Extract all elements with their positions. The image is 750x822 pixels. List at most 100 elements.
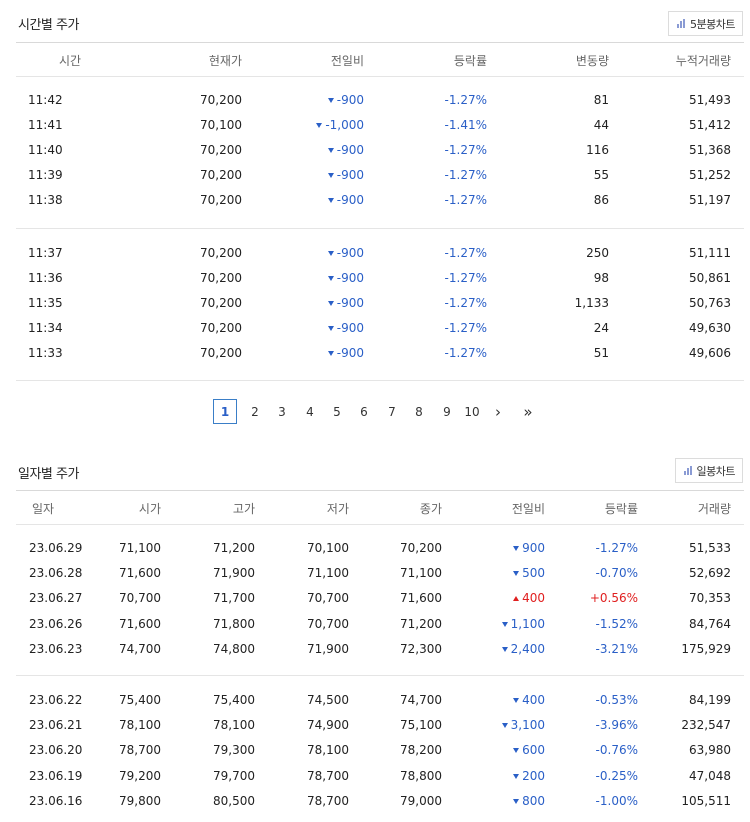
cell-rate: -0.70% — [595, 566, 638, 581]
cell-close: 74,700 — [400, 693, 442, 707]
divider — [16, 76, 744, 77]
cell-time: 11:33 — [28, 346, 63, 360]
five-min-chart-button[interactable]: 5분봉차트 — [668, 11, 743, 36]
cell-date: 23.06.16 — [29, 793, 83, 808]
change-value: 3,100 — [510, 718, 545, 733]
divider — [16, 380, 744, 381]
cell-change: 800 — [465, 794, 545, 808]
page-3-link[interactable]: 3 — [278, 404, 286, 419]
change-value: -900 — [336, 346, 364, 360]
change-value: -1,000 — [325, 118, 364, 132]
cell-date: 23.06.22 — [29, 693, 83, 707]
cell-volume: 51,533 — [689, 541, 731, 555]
next-page-icon[interactable]: › — [495, 402, 501, 421]
cell-rate: -1.00% — [595, 793, 638, 808]
change-value: 500 — [522, 566, 545, 581]
down-arrow-icon — [327, 301, 334, 306]
page-7-link[interactable]: 7 — [388, 404, 396, 419]
change-value: 1,100 — [510, 616, 545, 631]
change-value: -900 — [336, 246, 364, 260]
page-8-link[interactable]: 8 — [415, 404, 423, 419]
cell-open: 71,600 — [119, 616, 161, 631]
page-6-link[interactable]: 6 — [360, 404, 368, 419]
cell-volume: 52,692 — [689, 566, 731, 581]
cell-date: 23.06.29 — [29, 541, 83, 555]
cell-volume: 47,048 — [689, 768, 731, 783]
cell-volume: 51 — [593, 346, 609, 360]
change-value: -900 — [336, 193, 364, 207]
cell-price: 70,200 — [200, 271, 242, 285]
down-arrow-icon — [513, 546, 520, 551]
cell-rate: -1.27% — [444, 296, 487, 310]
cell-high: 75,400 — [213, 693, 255, 707]
cell-open: 70,700 — [119, 591, 161, 606]
cell-rate: +0.56% — [589, 591, 638, 606]
cell-time: 11:36 — [28, 271, 63, 285]
last-page-icon[interactable]: » — [523, 402, 533, 421]
cell-change: -900 — [264, 346, 364, 360]
cell-low: 78,700 — [307, 793, 349, 808]
cell-volume: 105,511 — [681, 793, 731, 808]
cell-high: 71,900 — [213, 566, 255, 581]
cell-change: 1,100 — [465, 617, 545, 631]
down-arrow-icon — [513, 571, 520, 577]
cell-volume: 175,929 — [681, 641, 731, 656]
cell-rate: -1.27% — [444, 346, 487, 360]
cell-price: 70,200 — [200, 246, 242, 260]
divider — [16, 675, 744, 676]
cell-price: 70,200 — [200, 321, 242, 335]
pagination: 1 2 3 4 5 6 7 8 9 10 › » — [0, 399, 750, 424]
five-min-chart-label: 5분봉차트 — [690, 17, 735, 31]
cell-open: 71,100 — [119, 541, 161, 555]
divider — [16, 42, 744, 43]
cell-rate: -1.27% — [444, 321, 487, 335]
cell-open: 71,600 — [119, 566, 161, 581]
cell-high: 78,100 — [213, 718, 255, 733]
cell-cumulative-volume: 51,493 — [689, 93, 731, 107]
cell-date: 23.06.20 — [29, 743, 83, 758]
cell-price: 70,200 — [200, 193, 242, 207]
cell-rate: -1.27% — [444, 143, 487, 157]
page-2-link[interactable]: 2 — [251, 404, 259, 419]
cell-low: 71,100 — [307, 566, 349, 581]
daily-chart-button[interactable]: 일봉차트 — [674, 458, 743, 483]
cell-rate: -0.76% — [595, 743, 638, 758]
down-arrow-icon — [513, 748, 520, 754]
page-9-link[interactable]: 9 — [443, 404, 451, 419]
page-4-link[interactable]: 4 — [306, 404, 314, 419]
change-value: -900 — [336, 93, 364, 107]
cell-date: 23.06.26 — [29, 616, 83, 631]
page-10-link[interactable]: 10 — [464, 404, 480, 419]
header-volume: 변동량 — [575, 54, 609, 68]
cell-price: 70,200 — [200, 168, 242, 182]
cell-change: 3,100 — [465, 718, 545, 732]
cell-open: 79,800 — [119, 793, 161, 808]
cell-cumulative-volume: 51,368 — [689, 143, 731, 157]
cell-change: -900 — [264, 321, 364, 335]
daily-chart-label: 일봉차트 — [696, 464, 736, 478]
cell-volume: 81 — [593, 93, 609, 107]
cell-low: 71,900 — [307, 641, 349, 656]
change-value: 800 — [522, 793, 545, 808]
page-1-link[interactable]: 1 — [213, 399, 237, 424]
cell-date: 23.06.23 — [29, 641, 83, 656]
cell-date: 23.06.28 — [29, 566, 83, 581]
change-value: -900 — [336, 321, 364, 335]
cell-open: 74,700 — [119, 641, 161, 656]
cell-price: 70,100 — [200, 118, 242, 132]
cell-change: -900 — [264, 246, 364, 260]
cell-change: 500 — [465, 566, 545, 580]
bar-chart-icon — [683, 466, 692, 475]
cell-high: 79,300 — [213, 743, 255, 758]
cell-rate: -0.25% — [595, 768, 638, 783]
cell-close: 71,100 — [400, 566, 442, 581]
page-5-link[interactable]: 5 — [333, 404, 341, 419]
change-value: -900 — [336, 296, 364, 310]
change-value: 400 — [522, 693, 545, 707]
cell-open: 78,100 — [119, 718, 161, 733]
cell-date: 23.06.27 — [29, 591, 83, 606]
down-arrow-icon — [513, 798, 520, 804]
cell-close: 71,600 — [400, 591, 442, 606]
cell-time: 11:39 — [28, 168, 63, 182]
change-value: -900 — [336, 168, 364, 182]
